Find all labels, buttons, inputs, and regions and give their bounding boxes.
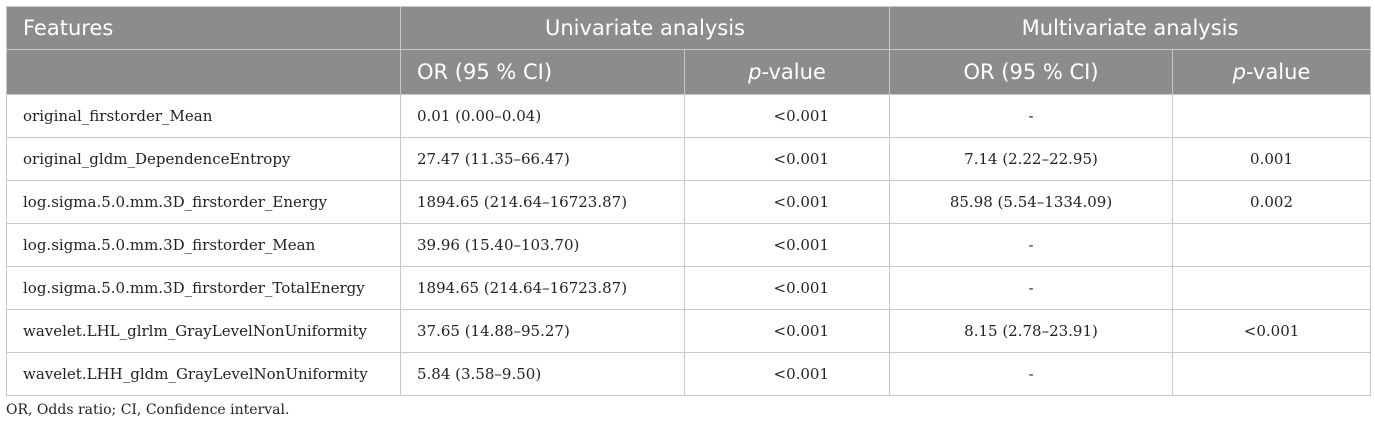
univariate-or-cell: 0.01 (0.00–0.04): [400, 94, 685, 138]
features-header: Features: [6, 6, 401, 50]
multivariate-or-cell: -: [889, 94, 1174, 138]
univariate-or-cell: 5.84 (3.58–9.50): [400, 352, 685, 396]
univariate-or-cell: 1894.65 (214.64–16723.87): [400, 180, 685, 224]
table-row: log.sigma.5.0.mm.3D_firstorder_Energy 18…: [6, 180, 1372, 224]
feature-cell: log.sigma.5.0.mm.3D_firstorder_TotalEner…: [6, 266, 401, 310]
univariate-p-cell: <0.001: [683, 180, 891, 224]
univariate-p-header: p-value: [683, 49, 891, 95]
multivariate-or-cell: -: [889, 266, 1174, 310]
results-table: Features Univariate analysis Multivariat…: [6, 6, 1372, 396]
multivariate-or-cell: 7.14 (2.22–22.95): [889, 137, 1174, 181]
table-row: original_firstorder_Mean 0.01 (0.00–0.04…: [6, 94, 1372, 138]
multivariate-p-cell: 0.002: [1172, 180, 1372, 224]
table-body: original_firstorder_Mean 0.01 (0.00–0.04…: [6, 94, 1372, 396]
univariate-p-cell: <0.001: [683, 137, 891, 181]
univariate-or-cell: 37.65 (14.88–95.27): [400, 309, 685, 353]
table-row: log.sigma.5.0.mm.3D_firstorder_Mean 39.9…: [6, 223, 1372, 267]
table-row: original_gldm_DependenceEntropy 27.47 (1…: [6, 137, 1372, 181]
feature-cell: wavelet.LHH_gldm_GrayLevelNonUniformity: [6, 352, 401, 396]
p-suffix: -value: [761, 60, 826, 84]
p-italic: p: [1232, 60, 1246, 84]
table-header: Features Univariate analysis Multivariat…: [6, 6, 1372, 95]
multivariate-p-cell: [1172, 94, 1372, 138]
feature-cell: wavelet.LHL_glrlm_GrayLevelNonUniformity: [6, 309, 401, 353]
univariate-or-cell: 1894.65 (214.64–16723.87): [400, 266, 685, 310]
multivariate-p-header: p-value: [1172, 49, 1372, 95]
univariate-p-cell: <0.001: [683, 266, 891, 310]
multivariate-p-cell: <0.001: [1172, 309, 1372, 353]
header-row-groups: Features Univariate analysis Multivariat…: [6, 6, 1372, 50]
multivariate-p-cell: 0.001: [1172, 137, 1372, 181]
univariate-p-cell: <0.001: [683, 309, 891, 353]
feature-cell: log.sigma.5.0.mm.3D_firstorder_Energy: [6, 180, 401, 224]
feature-cell: original_gldm_DependenceEntropy: [6, 137, 401, 181]
table-row: wavelet.LHH_gldm_GrayLevelNonUniformity …: [6, 352, 1372, 396]
univariate-header: Univariate analysis: [399, 6, 891, 50]
multivariate-header: Multivariate analysis: [889, 6, 1372, 50]
univariate-p-cell: <0.001: [683, 352, 891, 396]
multivariate-or-cell: 8.15 (2.78–23.91): [889, 309, 1174, 353]
feature-cell: original_firstorder_Mean: [6, 94, 401, 138]
multivariate-or-cell: -: [889, 352, 1174, 396]
univariate-or-cell: 39.96 (15.40–103.70): [400, 223, 685, 267]
univariate-p-cell: <0.001: [683, 94, 891, 138]
multivariate-p-cell: [1172, 352, 1372, 396]
table-row: wavelet.LHL_glrlm_GrayLevelNonUniformity…: [6, 309, 1372, 353]
multivariate-or-cell: 85.98 (5.54–1334.09): [889, 180, 1174, 224]
univariate-or-header: OR (95 % CI): [400, 49, 685, 95]
features-header-blank: [6, 49, 401, 95]
feature-cell: log.sigma.5.0.mm.3D_firstorder_Mean: [6, 223, 401, 267]
multivariate-or-header: OR (95 % CI): [889, 49, 1174, 95]
p-italic: p: [748, 60, 762, 84]
multivariate-p-cell: [1172, 266, 1372, 310]
table-footnote: OR, Odds ratio; CI, Confidence interval.: [6, 402, 290, 418]
univariate-p-cell: <0.001: [683, 223, 891, 267]
univariate-or-cell: 27.47 (11.35–66.47): [400, 137, 685, 181]
p-suffix: -value: [1246, 60, 1311, 84]
table-row: log.sigma.5.0.mm.3D_firstorder_TotalEner…: [6, 266, 1372, 310]
multivariate-p-cell: [1172, 223, 1372, 267]
multivariate-or-cell: -: [889, 223, 1174, 267]
header-row-columns: OR (95 % CI) p-value OR (95 % CI) p-valu…: [6, 49, 1372, 95]
